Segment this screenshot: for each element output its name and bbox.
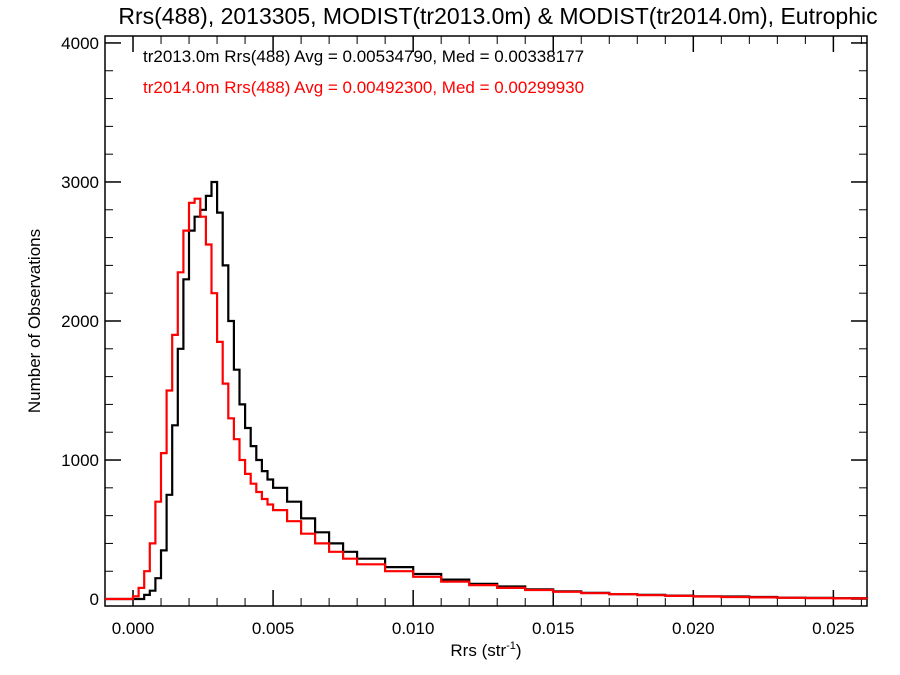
annotation-series-1: tr2013.0m Rrs(488) Avg = 0.00534790, Med… [143, 47, 584, 66]
x-axis-label-superscript: -1 [506, 640, 516, 652]
x-tick-label: 0.020 [672, 619, 715, 638]
chart-title: Rrs(488), 2013305, MODIST(tr2013.0m) & M… [118, 3, 877, 29]
plot-frame [104, 35, 868, 607]
x-tick-label: 0.025 [812, 619, 855, 638]
y-tick-label: 2000 [61, 312, 99, 331]
y-axis-ticks: 0 1000 2000 3000 4000 [61, 34, 867, 609]
y-tick-label: 0 [90, 590, 99, 609]
series-layer [105, 180, 869, 601]
y-tick-label: 4000 [61, 34, 99, 53]
x-axis-ticks: 0.000 0.005 0.010 0.015 0.020 0.025 [112, 36, 862, 638]
y-axis-label: Number of Observations [25, 229, 44, 413]
x-tick-label: 0.000 [112, 619, 155, 638]
x-axis-label-close: ) [516, 641, 522, 660]
x-tick-label: 0.015 [532, 619, 575, 638]
y-tick-label: 3000 [61, 173, 99, 192]
series-2-line [105, 197, 869, 601]
x-tick-label: 0.005 [252, 619, 295, 638]
x-tick-label: 0.010 [392, 619, 435, 638]
x-axis-label: Rrs (str-1) [450, 640, 521, 660]
series-1-line [105, 180, 869, 601]
y-tick-label: 1000 [61, 451, 99, 470]
annotation-series-2: tr2014.0m Rrs(488) Avg = 0.00492300, Med… [143, 78, 584, 97]
x-axis-label-main: Rrs (str [450, 641, 506, 660]
